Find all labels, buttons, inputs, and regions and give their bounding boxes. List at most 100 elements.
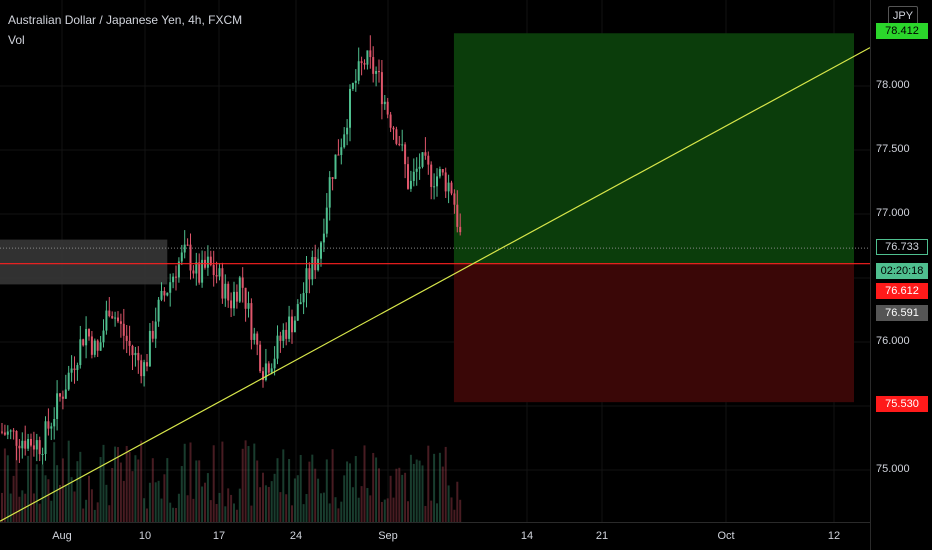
candle-body [227, 283, 230, 301]
candle-body [401, 144, 404, 146]
price-tick: 77.500 [876, 143, 910, 155]
volume-bar [186, 495, 189, 522]
volume-bar [215, 503, 218, 522]
resistance-zone[interactable] [0, 239, 168, 285]
volume-bar [299, 454, 302, 522]
volume-bar [183, 443, 186, 522]
volume-bar [180, 466, 183, 522]
volume-bar [192, 498, 195, 522]
candle-body [291, 316, 293, 333]
candle-body [235, 291, 238, 302]
candle-body [279, 335, 282, 341]
volume-bar [32, 493, 35, 522]
candle-body [88, 328, 90, 337]
candle-body [453, 193, 456, 205]
candle-body [267, 363, 270, 373]
candle-body [412, 171, 415, 181]
symbol-title[interactable]: Australian Dollar / Japanese Yen, 4h, FX… [8, 13, 243, 27]
candle-body [363, 63, 366, 65]
volume-bar [209, 500, 212, 522]
candle-body [180, 252, 183, 262]
volume-bar [305, 493, 308, 522]
candle-body [59, 393, 61, 397]
candle-body [253, 333, 256, 340]
volume-bar [433, 453, 436, 522]
candle-body [102, 330, 105, 343]
volume-bar [256, 460, 259, 522]
volume-bar [270, 481, 273, 522]
volume-bar [12, 475, 15, 522]
volume-bar [412, 463, 415, 522]
candle-body [450, 182, 453, 194]
volume-bar [262, 472, 264, 522]
volume-bar [9, 493, 12, 522]
volume-bar [380, 501, 383, 522]
volume-bar [172, 507, 175, 522]
candle-body [433, 186, 436, 188]
volume-bar [177, 493, 180, 522]
volume-bar [427, 445, 430, 522]
candle-body [32, 445, 35, 450]
candle-body [215, 275, 218, 277]
volume-bar [96, 502, 99, 522]
candle-body [296, 304, 299, 321]
volume-bar [221, 441, 224, 522]
volume-bar [349, 463, 351, 522]
candle-body [398, 143, 401, 145]
candle-body [424, 152, 427, 156]
candle-body [189, 244, 192, 271]
volume-bar [15, 442, 18, 522]
candle-body [70, 368, 73, 373]
volume-bar [119, 462, 122, 522]
date-tick: Sep [378, 530, 398, 542]
volume-bar [1, 492, 3, 522]
candle-body [157, 299, 160, 322]
candle-body [148, 330, 151, 367]
loss-zone[interactable] [453, 263, 854, 403]
candle-body [360, 61, 363, 64]
candle-body [349, 88, 351, 128]
candle-body [386, 101, 389, 115]
volume-bar [311, 454, 314, 522]
candle-body [415, 168, 418, 172]
trendline[interactable] [0, 47, 871, 522]
price-tick: 75.000 [876, 463, 910, 475]
volume-bar [198, 460, 201, 522]
volume-bar [267, 486, 270, 522]
candle-body [146, 362, 148, 367]
volume-bar [160, 498, 163, 522]
candle-body [407, 164, 409, 189]
date-tick: Oct [717, 530, 735, 542]
volume-bar [204, 482, 206, 522]
volume-bar [409, 454, 412, 522]
candle-body [380, 72, 383, 105]
volume-indicator-label[interactable]: Vol [8, 33, 25, 47]
candle-body [198, 262, 201, 283]
candle-body [175, 276, 177, 278]
candle-body [276, 335, 279, 359]
profit-zone[interactable] [453, 33, 854, 264]
volume-bar [21, 490, 24, 522]
date-tick: Aug [52, 530, 72, 542]
entry-price-label: 76.612 [876, 283, 928, 299]
volume-bar [85, 499, 88, 522]
volume-bar [105, 484, 108, 522]
volume-bar [395, 468, 398, 522]
candle-body [343, 134, 346, 148]
candle-body [282, 329, 285, 341]
candle-body [395, 129, 398, 144]
candle-body [241, 277, 244, 288]
candle-body [233, 291, 235, 309]
volume-bar [235, 509, 238, 522]
currency-badge[interactable]: JPY [888, 6, 918, 26]
bid-price-label: 76.591 [876, 305, 928, 321]
volume-bar [378, 468, 380, 522]
last-price-label: 76.733 [876, 239, 928, 255]
candle-body [372, 57, 375, 74]
volume-bar [383, 499, 386, 522]
volume-bar [88, 475, 90, 522]
volume-bar [125, 445, 128, 522]
candle-body [299, 302, 302, 305]
volume-bar [35, 464, 38, 522]
